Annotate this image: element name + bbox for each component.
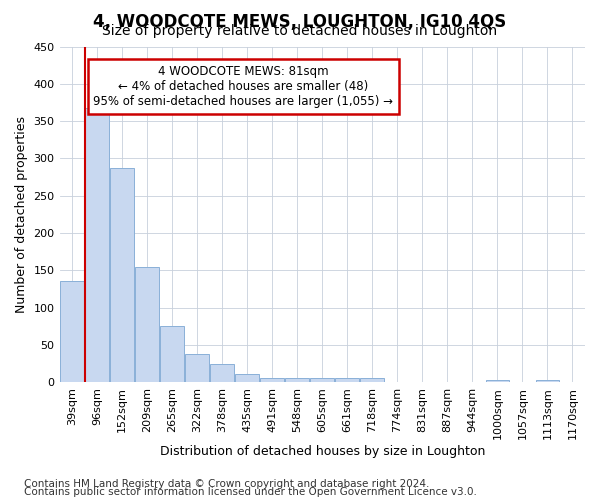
Bar xyxy=(160,326,184,382)
Text: Contains public sector information licensed under the Open Government Licence v3: Contains public sector information licen… xyxy=(24,487,477,497)
Text: Size of property relative to detached houses in Loughton: Size of property relative to detached ho… xyxy=(103,24,497,38)
Bar xyxy=(135,266,159,382)
Bar xyxy=(235,374,259,382)
Bar xyxy=(85,108,109,382)
Text: 4, WOODCOTE MEWS, LOUGHTON, IG10 4QS: 4, WOODCOTE MEWS, LOUGHTON, IG10 4QS xyxy=(94,12,506,30)
Y-axis label: Number of detached properties: Number of detached properties xyxy=(15,116,28,313)
Bar xyxy=(310,378,334,382)
Bar xyxy=(286,378,309,382)
Bar xyxy=(335,378,359,382)
Bar xyxy=(185,354,209,382)
Bar xyxy=(60,280,84,382)
X-axis label: Distribution of detached houses by size in Loughton: Distribution of detached houses by size … xyxy=(160,444,485,458)
Bar xyxy=(260,378,284,382)
Text: 4 WOODCOTE MEWS: 81sqm
← 4% of detached houses are smaller (48)
95% of semi-deta: 4 WOODCOTE MEWS: 81sqm ← 4% of detached … xyxy=(94,65,394,108)
Bar xyxy=(210,364,234,382)
Text: Contains HM Land Registry data © Crown copyright and database right 2024.: Contains HM Land Registry data © Crown c… xyxy=(24,479,430,489)
Bar xyxy=(536,380,559,382)
Bar xyxy=(361,378,384,382)
Bar xyxy=(110,168,134,382)
Bar xyxy=(485,380,509,382)
